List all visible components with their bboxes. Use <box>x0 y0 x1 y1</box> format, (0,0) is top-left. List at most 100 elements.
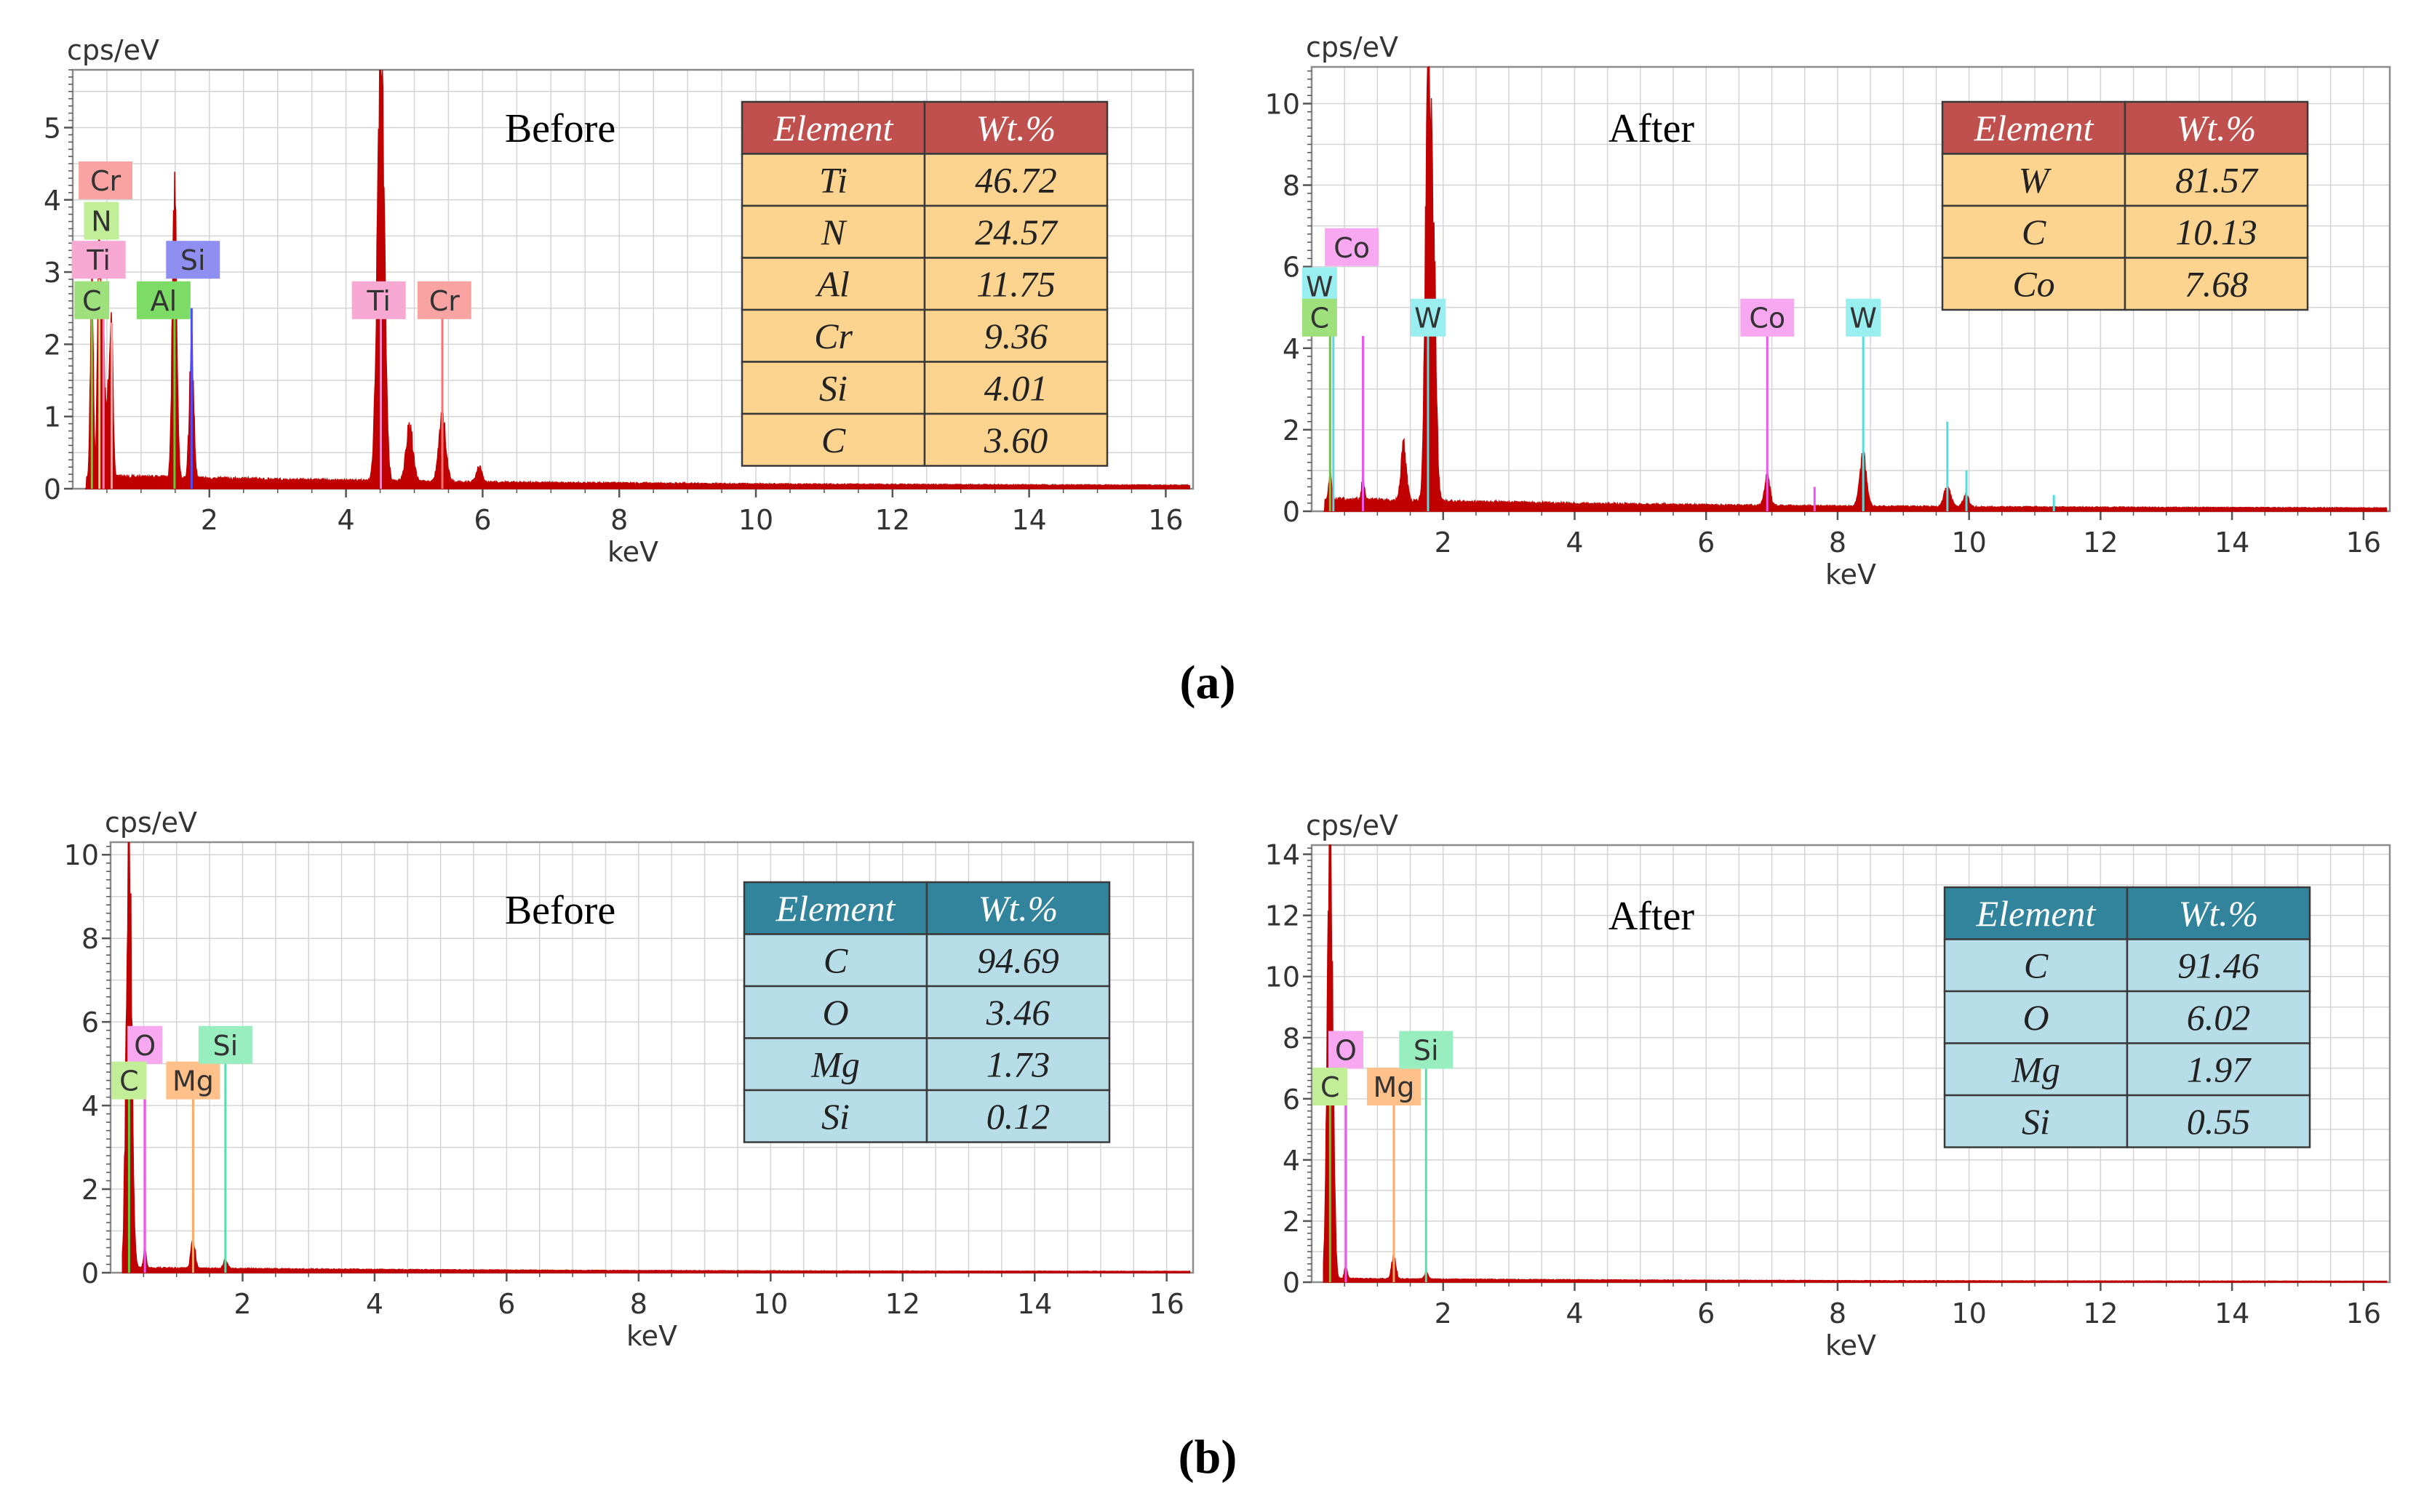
x-tick-label: 8 <box>630 1288 647 1320</box>
y-tick-label: 5 <box>44 112 61 144</box>
element-label-text: N <box>91 206 111 238</box>
table-cell <box>743 1037 928 1092</box>
x-tick-label: 16 <box>1149 1288 1184 1320</box>
y-tick-label: 6 <box>1283 1084 1300 1116</box>
table-cell <box>923 412 1109 467</box>
element-label-text: Co <box>1749 303 1785 335</box>
table-cell <box>2124 257 2309 311</box>
table-cell-text: Si <box>2022 1101 2050 1142</box>
x-axis-label: keV <box>626 1320 677 1352</box>
x-tick-label: 12 <box>875 504 910 536</box>
table-cell-text: 24.57 <box>975 212 1059 252</box>
table-header-text: Wt.% <box>976 108 1056 148</box>
table-cell <box>2126 990 2311 1044</box>
element-label-text: Si <box>213 1030 239 1062</box>
element-label-box <box>74 281 110 319</box>
table-cell-text: N <box>821 212 848 252</box>
table-cell-text: Ti <box>819 159 848 200</box>
table-cell-text: C <box>821 420 846 460</box>
table-cell-text: Si <box>819 367 848 408</box>
element-label: C <box>1312 1068 1348 1106</box>
table-header-cell <box>741 100 926 155</box>
element-label: Al <box>136 281 191 319</box>
table-header-cell <box>925 881 1111 935</box>
y-tick-label: 12 <box>1265 900 1300 932</box>
element-label-text: W <box>1306 271 1333 303</box>
y-tick-label: 0 <box>81 1257 99 1289</box>
table-cell <box>925 1089 1111 1143</box>
table-cell <box>1941 153 2126 207</box>
y-tick-label: 1 <box>44 401 61 433</box>
y-tick-label: 8 <box>1283 1023 1300 1055</box>
panel-title: After <box>1608 106 1695 151</box>
y-tick-label: 4 <box>44 185 61 217</box>
element-label-box <box>417 281 471 319</box>
x-tick-label: 14 <box>2214 527 2249 559</box>
table-header-text: Wt.% <box>2177 108 2257 148</box>
element-label-text: Si <box>1414 1035 1439 1067</box>
element-label-box <box>1399 1031 1454 1069</box>
element-label: Mg <box>166 1061 220 1100</box>
element-label-box <box>198 1025 252 1064</box>
y-tick-label: 10 <box>1265 88 1300 120</box>
table-cell <box>743 933 928 988</box>
table-header-text: Wt.% <box>978 888 1059 929</box>
element-label-box <box>166 241 220 279</box>
caption-a: (a) <box>1180 656 1236 709</box>
element-label-text: C <box>82 285 102 317</box>
table-cell-text: 7.68 <box>2185 263 2249 304</box>
table-cell <box>923 204 1109 259</box>
spectrum-series <box>84 69 1191 489</box>
element-label: O <box>127 1025 163 1064</box>
table-cell <box>2126 1094 2311 1148</box>
x-tick-label: 10 <box>753 1288 788 1320</box>
table-header-cell <box>2126 886 2311 940</box>
table-cell <box>1943 990 2129 1044</box>
table-cell-text: Cr <box>814 316 853 356</box>
x-tick-label: 6 <box>498 1288 515 1320</box>
x-axis-label: keV <box>1825 1329 1876 1361</box>
element-label: O <box>1328 1031 1363 1069</box>
x-tick-label: 8 <box>1829 527 1846 559</box>
element-label-box <box>351 281 406 319</box>
element-label: C <box>111 1061 147 1100</box>
element-label-box <box>79 161 133 199</box>
table-cell-text: 81.57 <box>2175 159 2259 200</box>
element-label-box <box>1301 298 1337 337</box>
table-cell-text: Co <box>2012 263 2054 304</box>
x-tick-label: 10 <box>1951 527 1986 559</box>
x-tick-label: 2 <box>201 504 218 536</box>
x-axis-label: keV <box>1825 559 1876 591</box>
table-cell-text: 10.13 <box>2175 212 2257 252</box>
x-tick-label: 12 <box>885 1288 920 1320</box>
y-axis-label: cps/eV <box>1306 31 1398 63</box>
element-label-box <box>136 281 191 319</box>
table-cell-text: 3.60 <box>984 420 1048 460</box>
table-cell-text: 6.02 <box>2187 997 2251 1038</box>
table-cell-text: C <box>2024 945 2049 985</box>
table-cell-text: 0.12 <box>986 1096 1050 1137</box>
element-label-text: Co <box>1333 232 1370 264</box>
element-label-box <box>1366 1068 1421 1106</box>
spectrum-series <box>121 841 1191 1273</box>
element-label: N <box>84 201 119 240</box>
table-cell-text: 3.46 <box>986 992 1050 1033</box>
element-label: C <box>1301 298 1337 337</box>
element-label-box <box>1312 1068 1348 1106</box>
composition-table: Element Wt.% C 91.46 O 6.02 Mg 1.97 Si 0.55 <box>1943 886 2311 1148</box>
table-header-text: Element <box>1974 108 2094 148</box>
element-label-text: Si <box>180 244 206 276</box>
x-tick-label: 14 <box>1017 1288 1052 1320</box>
table-cell-text: O <box>822 992 848 1033</box>
table-header-text: Element <box>776 888 896 929</box>
element-label: Co <box>1325 228 1379 266</box>
table-cell-text: 0.55 <box>2187 1101 2251 1142</box>
element-label: Si <box>198 1025 252 1064</box>
x-tick-label: 6 <box>474 504 491 536</box>
element-label-text: O <box>1335 1035 1357 1067</box>
element-label: Si <box>166 241 220 279</box>
panel-title: After <box>1608 894 1695 939</box>
table-cell-text: O <box>2022 997 2049 1038</box>
